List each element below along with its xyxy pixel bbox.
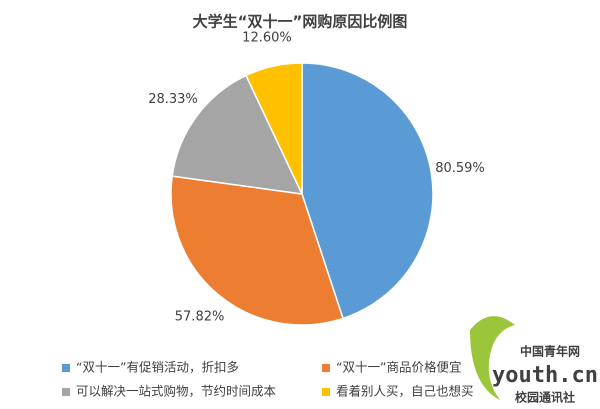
chart-title: 大学生“双十一”网购原因比例图 [193,13,408,31]
legend-swatch [322,388,330,396]
watermark-site: 中国青年网 [520,344,580,359]
legend-label: 可以解决一站式购物，节约时间成本 [76,384,277,399]
pie-slice [170,175,344,326]
legend-label: 看着别人买，自己也想买 [336,384,474,399]
data-label: 80.59% [435,161,485,176]
data-label: 12.60% [242,30,292,45]
watermark-domain: youth.cn [492,363,598,388]
pie-slice [245,62,303,195]
logo-leaf [470,316,515,400]
pie-slice [301,62,434,320]
watermark-unit: 校园通讯社 [515,390,575,405]
legend-label: “双十一”商品价格便宜 [336,360,461,375]
pie-slice [171,74,304,195]
legend-swatch [62,364,70,372]
legend-label: “双十一”有促销活动，折扣多 [76,360,239,375]
data-label: 28.33% [148,92,198,107]
legend-swatch [62,388,70,396]
legend-swatch [322,364,330,372]
data-label: 57.82% [175,309,225,324]
watermark: 中国青年网 youth.cn 校园通讯社 [470,316,598,405]
